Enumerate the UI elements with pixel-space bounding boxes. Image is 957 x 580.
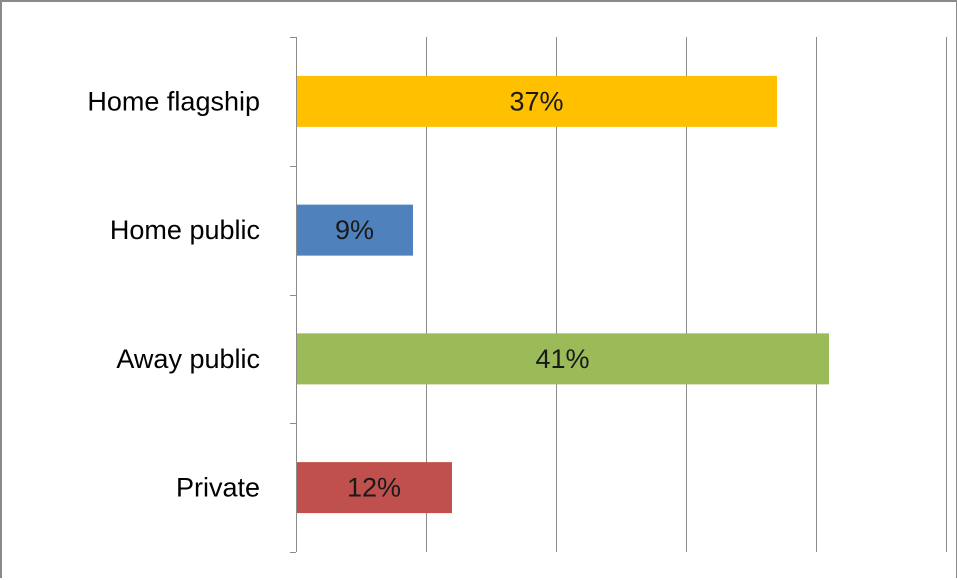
bar xyxy=(297,204,413,256)
category-label: Away public xyxy=(116,344,260,374)
category-label: Home public xyxy=(110,215,260,245)
bar xyxy=(297,75,777,127)
category-axis xyxy=(290,37,297,553)
labels: Home flagship 37% Home public 9% Away public… xyxy=(87,86,589,502)
data-label: 41% xyxy=(535,344,589,374)
data-label: 37% xyxy=(509,86,563,116)
category-label: Private xyxy=(176,473,260,503)
data-label: 12% xyxy=(347,473,401,503)
bar xyxy=(297,462,452,514)
bar xyxy=(297,333,829,385)
data-label: 9% xyxy=(335,215,374,245)
bars xyxy=(297,75,829,514)
category-label: Home flagship xyxy=(87,86,260,116)
